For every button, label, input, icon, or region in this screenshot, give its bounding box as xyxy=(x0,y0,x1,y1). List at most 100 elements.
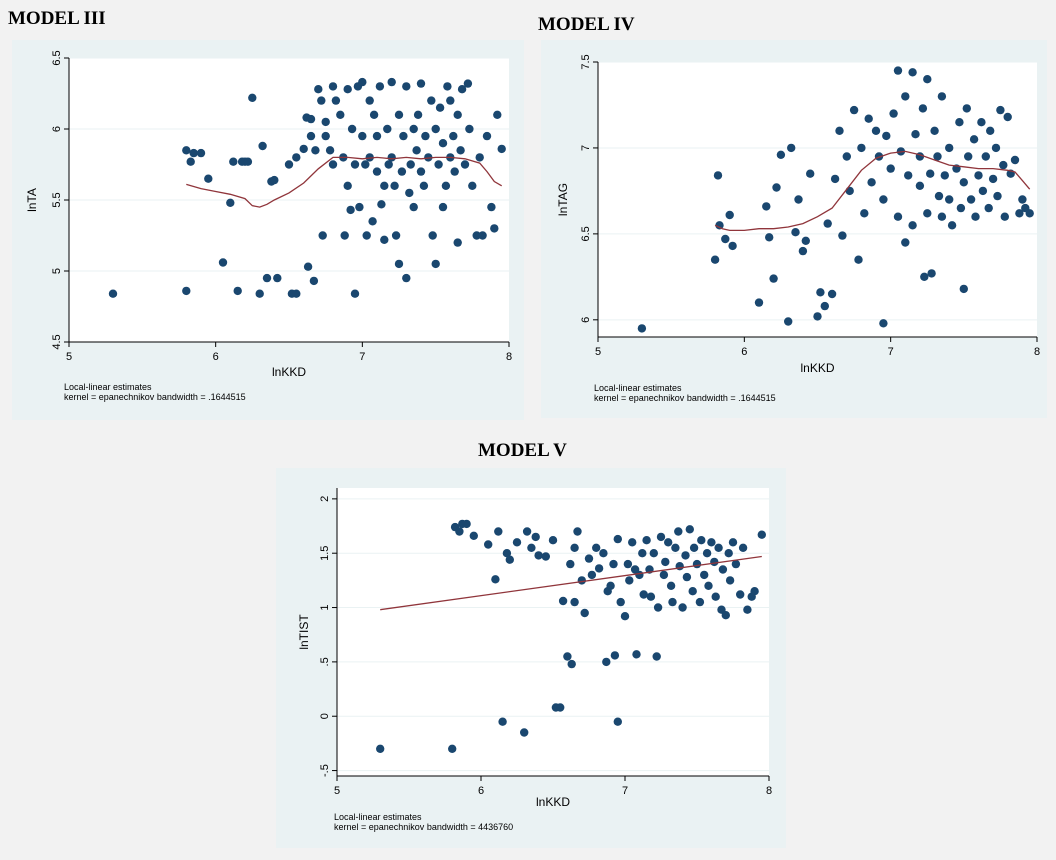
scatter-point xyxy=(940,171,949,180)
scatter-point xyxy=(317,96,326,105)
scatter-point xyxy=(463,79,473,88)
scatter-point xyxy=(867,178,876,187)
scatter-point xyxy=(933,152,942,161)
scatter-point xyxy=(475,153,484,162)
scatter-point xyxy=(646,592,656,601)
scatter-point xyxy=(1018,195,1027,204)
scatter-point xyxy=(340,231,349,240)
scatter-point xyxy=(882,131,891,141)
scatter-point xyxy=(570,597,579,607)
scatter-point xyxy=(567,659,576,669)
scatter-point xyxy=(438,202,448,212)
scatter-point xyxy=(926,169,935,178)
scatter-point xyxy=(321,131,330,141)
scatter-point xyxy=(314,85,323,94)
scatter-point xyxy=(616,597,625,607)
x-tick-label: 7 xyxy=(888,346,894,358)
scatter-point xyxy=(707,538,716,547)
scatter-point xyxy=(108,289,118,298)
scatter-point xyxy=(908,68,917,77)
scatter-point xyxy=(915,181,925,190)
scatter-point xyxy=(336,110,345,120)
scatter-point xyxy=(292,289,301,298)
scatter-point xyxy=(186,157,195,166)
y-tick-label: -.5 xyxy=(319,764,331,777)
scatter-point xyxy=(570,543,579,552)
scatter-point xyxy=(428,231,437,240)
scatter-point xyxy=(599,549,608,558)
scatter-point xyxy=(923,209,932,218)
y-tick-label: 1.5 xyxy=(319,546,331,561)
scatter-point xyxy=(1025,209,1034,218)
scatter-point xyxy=(728,241,737,251)
scatter-point xyxy=(710,557,719,567)
scatter-point xyxy=(522,527,532,536)
scatter-point xyxy=(962,104,971,113)
scatter-point xyxy=(664,538,673,547)
scatter-point xyxy=(328,160,338,169)
scatter-point xyxy=(487,202,496,212)
scatter-point xyxy=(642,536,651,545)
scatter-point xyxy=(966,195,976,204)
scatter-point xyxy=(460,160,470,169)
scatter-point xyxy=(754,298,764,307)
scatter-point xyxy=(697,536,706,545)
scatter-point xyxy=(823,219,832,228)
scatter-point xyxy=(798,246,808,256)
scatter-point xyxy=(901,238,910,247)
scatter-point xyxy=(424,153,433,162)
scatter-point xyxy=(270,175,279,185)
scatter-point xyxy=(438,139,448,148)
scatter-point xyxy=(620,612,630,621)
scatter-point xyxy=(638,549,647,558)
x-tick-label: 8 xyxy=(1034,346,1040,358)
local-linear-fit-line xyxy=(380,555,762,611)
scatter-point xyxy=(472,231,481,240)
scatter-point xyxy=(827,289,837,299)
chart-note-line-2: kernel = epanechnikov bandwidth = 443676… xyxy=(334,822,514,832)
scatter-point xyxy=(1015,209,1024,218)
scatter-point xyxy=(493,110,502,120)
scatter-point xyxy=(449,131,458,141)
scatter-point xyxy=(587,570,597,580)
scatter-point xyxy=(218,258,228,267)
scatter-point xyxy=(1010,155,1020,165)
scatter-point xyxy=(350,289,360,298)
scatter-point xyxy=(435,103,445,112)
scatter-point xyxy=(204,174,213,183)
scatter-point xyxy=(343,85,352,94)
scatter-point xyxy=(879,319,888,328)
scatter-point xyxy=(584,554,594,563)
scatter-point xyxy=(930,126,939,135)
scatter-point xyxy=(347,124,357,134)
local-linear-fit-line xyxy=(714,150,1031,232)
scatter-point xyxy=(377,200,386,209)
scatter-point xyxy=(450,167,459,176)
scatter-point xyxy=(580,608,589,618)
scatter-point xyxy=(688,587,697,596)
scatter-point xyxy=(372,167,382,176)
scatter-point xyxy=(299,144,308,154)
scatter-point xyxy=(934,191,944,201)
scatter-point xyxy=(494,527,503,536)
x-tick-label: 6 xyxy=(741,346,747,358)
scatter-point xyxy=(854,255,863,264)
scatter-point xyxy=(431,124,440,134)
scatter-point xyxy=(292,153,301,162)
scatter-point xyxy=(431,259,440,269)
scatter-point xyxy=(343,181,352,190)
scatter-point xyxy=(358,77,367,87)
scatter-point xyxy=(468,181,477,190)
scatter-point xyxy=(602,657,611,667)
scatter-point xyxy=(482,131,492,141)
scatter-point xyxy=(478,231,487,240)
scatter-point xyxy=(984,203,993,213)
scatter-point xyxy=(981,152,990,161)
scatter-point xyxy=(736,590,745,599)
scatter-point xyxy=(702,549,712,558)
scatter-point xyxy=(816,288,825,297)
scatter-point xyxy=(849,105,859,115)
scatter-point xyxy=(886,164,895,173)
scatter-point xyxy=(255,289,264,298)
scatter-point xyxy=(918,104,928,113)
